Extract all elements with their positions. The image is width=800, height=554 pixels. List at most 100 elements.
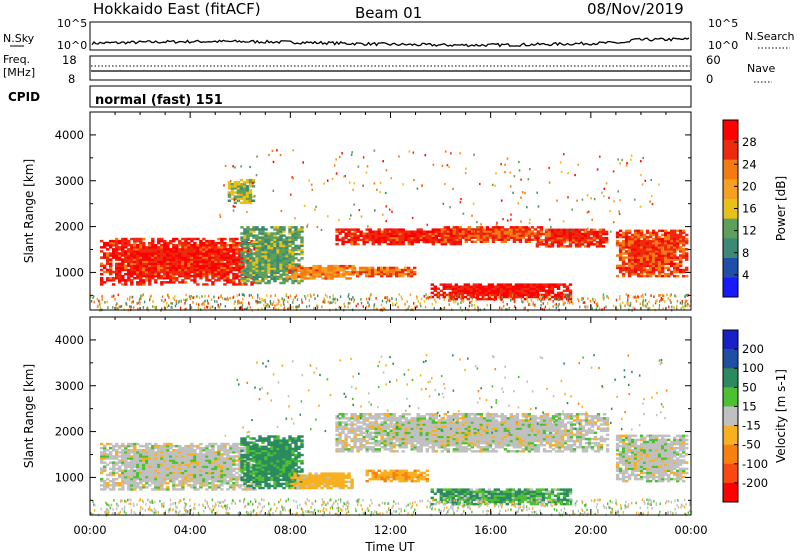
power-cell — [377, 228, 381, 231]
velocity-cell — [109, 457, 113, 460]
power-cell — [273, 242, 277, 246]
power-speck — [332, 300, 335, 303]
power-cell — [404, 238, 408, 242]
velocity-cell — [133, 488, 137, 491]
power-cell — [657, 239, 662, 243]
power-speck — [245, 307, 248, 311]
power-speck — [639, 205, 642, 208]
power-cell — [245, 189, 250, 192]
power-cell — [229, 279, 233, 282]
power-cell — [476, 234, 480, 237]
power-cell — [645, 264, 650, 268]
power-cell — [297, 263, 301, 266]
power-echo-region — [430, 283, 573, 301]
velocity-cell — [145, 469, 149, 473]
power-cell — [473, 230, 477, 233]
power-cell — [199, 264, 203, 268]
power-speck — [560, 170, 563, 174]
velocity-cell — [130, 479, 134, 483]
velocity-cell — [157, 465, 161, 468]
power-speck — [253, 194, 256, 198]
power-speck — [204, 294, 206, 298]
power-cell — [282, 271, 286, 274]
velocity-cell — [118, 475, 122, 479]
power-speck — [681, 300, 683, 303]
power-cell — [443, 242, 447, 246]
power-cell — [639, 262, 644, 266]
power-speck — [323, 182, 325, 185]
power-cell — [595, 232, 600, 236]
power-speck — [546, 296, 549, 300]
power-speck — [287, 306, 290, 310]
power-speck — [603, 298, 605, 301]
velocity-cell — [157, 463, 161, 466]
power-cell — [112, 244, 116, 247]
power-speck — [429, 295, 431, 299]
power-cell — [624, 268, 629, 272]
power-cell — [258, 269, 262, 272]
velocity-cell — [211, 467, 215, 471]
power-cell — [239, 178, 244, 182]
velocity-cell — [214, 488, 218, 491]
velocity-cell — [106, 463, 110, 466]
power-cell — [133, 248, 137, 251]
power-cell — [148, 248, 152, 251]
velocity-cell — [109, 473, 113, 477]
power-cell — [249, 257, 253, 260]
velocity-cell — [187, 451, 191, 454]
power-cell — [496, 289, 501, 293]
power-cell — [386, 266, 390, 270]
power-cell — [230, 187, 235, 190]
power-cell — [270, 273, 274, 277]
power-cell — [241, 283, 245, 286]
velocity-cell — [124, 482, 128, 485]
power-cell — [648, 231, 653, 235]
power-speck — [536, 298, 539, 301]
power-cell — [220, 260, 224, 263]
power-speck — [360, 215, 363, 218]
velocity-cell — [190, 446, 194, 450]
power-cell — [267, 279, 271, 283]
velocity-cell — [202, 482, 206, 485]
power-cell — [661, 250, 665, 253]
power-speck — [401, 297, 403, 301]
power-speck — [327, 300, 329, 304]
power-cell — [226, 262, 230, 266]
power-cell — [181, 266, 185, 270]
power-cell — [451, 289, 455, 293]
power-cell — [112, 252, 116, 255]
power-cell — [249, 252, 253, 256]
power-cell — [252, 265, 256, 268]
power-cell — [539, 228, 544, 231]
power-cell — [422, 234, 426, 238]
power-cell — [184, 262, 188, 266]
velocity-cell — [130, 459, 134, 462]
power-cell — [330, 271, 334, 274]
velocity-cell — [109, 484, 113, 487]
power-cell — [580, 236, 585, 240]
power-cell — [648, 260, 653, 263]
power-cell — [270, 267, 274, 270]
power-cell — [217, 279, 221, 282]
velocity-cell — [142, 477, 146, 481]
power-cell — [350, 228, 354, 231]
power-cell — [250, 281, 254, 284]
power-cell — [392, 272, 396, 276]
power-cell — [505, 295, 510, 299]
power-cell — [245, 193, 250, 196]
power-cell — [518, 228, 523, 231]
power-cell — [670, 256, 674, 259]
power-cell — [227, 193, 232, 196]
velocity-cell — [187, 484, 191, 487]
power-cell — [205, 262, 209, 266]
power-speck — [508, 228, 511, 232]
power-cell — [297, 279, 301, 283]
power-cell — [592, 234, 597, 238]
velocity-cell — [139, 488, 143, 491]
power-speck — [331, 301, 333, 304]
power-cell — [478, 293, 482, 297]
velocity-cell — [202, 484, 206, 487]
power-speck — [256, 155, 258, 158]
power-cell — [223, 274, 227, 278]
velocity-cell — [184, 453, 188, 456]
